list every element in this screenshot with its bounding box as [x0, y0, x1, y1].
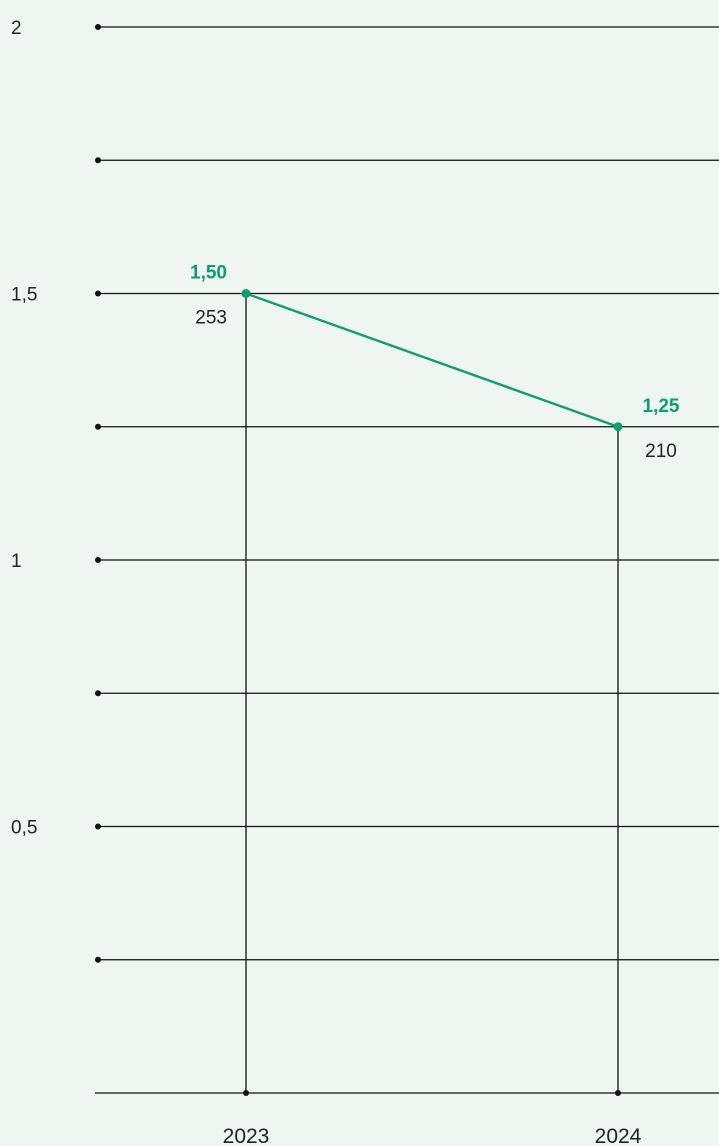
- y-axis-ticks: 2 1,5 1 0,5: [11, 18, 37, 839]
- x-axis-dot: [615, 1090, 621, 1096]
- x-tick-label: 2023: [223, 1125, 270, 1146]
- data-label: 1,25: [643, 396, 680, 417]
- gridline-dot: [95, 423, 101, 430]
- gridline-dot: [95, 956, 101, 963]
- y-tick-label: 1,5: [11, 285, 37, 306]
- series-group: 1,50 253 1,25 210: [190, 263, 680, 462]
- data-point: [241, 289, 251, 298]
- gridline-dot: [95, 557, 101, 563]
- data-sublabel: 210: [645, 441, 677, 462]
- gridline-dot: [95, 290, 101, 297]
- x-axis-dot: [243, 1090, 249, 1096]
- gridline-dot: [95, 823, 101, 830]
- gridline-dot: [95, 24, 101, 30]
- y-tick-label: 2: [11, 18, 22, 39]
- gridline-dot: [95, 157, 101, 164]
- x-tick-label: 2024: [595, 1125, 642, 1146]
- data-label: 1,50: [190, 263, 227, 284]
- data-sublabel: 253: [195, 308, 227, 329]
- y-tick-label: 1: [11, 551, 22, 572]
- x-axis: 2023 2024: [95, 293, 719, 1146]
- grid-lines: [95, 24, 719, 963]
- y-tick-label: 0,5: [11, 818, 37, 839]
- series-line: [245, 292, 619, 428]
- data-point: [613, 422, 623, 432]
- gridline-dot: [95, 690, 101, 697]
